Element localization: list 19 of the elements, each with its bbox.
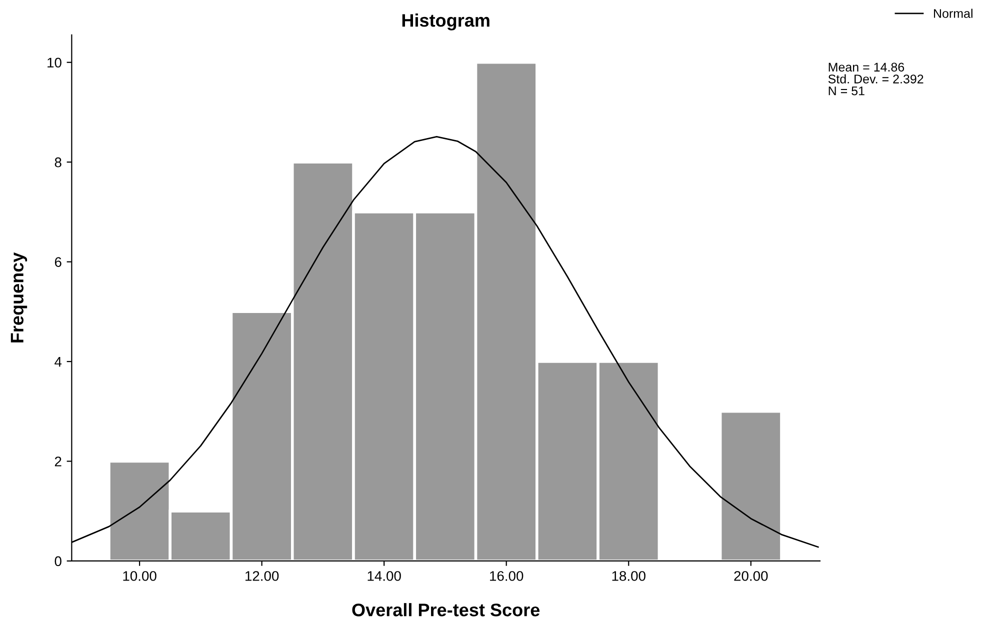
text: Std. Dev. = 2.392	[828, 74, 924, 84]
y-axis-title: Frequency	[10, 252, 28, 342]
y-tick-label: 4	[54, 357, 62, 367]
y-tick-label: 6	[54, 257, 62, 267]
chart-title: Histogram	[402, 14, 490, 30]
x-tick-label: 16.00	[490, 571, 524, 581]
y-tick-label: 2	[54, 456, 62, 466]
text: Mean = 14.86	[828, 62, 904, 72]
x-tick-label: 10.00	[123, 571, 156, 581]
x-tick-label: 18.00	[612, 571, 646, 581]
y-tick-label: 8	[54, 157, 62, 168]
x-axis-title: Overall Pre-test Score	[352, 603, 540, 616]
x-tick-label: 12.00	[245, 571, 279, 581]
x-tick-label: 14.00	[368, 571, 401, 581]
x-tick-label: 20.00	[734, 571, 768, 581]
y-tick-label: 0	[54, 556, 62, 566]
legend-label: Normal	[934, 8, 972, 18]
text: N = 51	[828, 86, 864, 96]
y-tick-label: 10	[48, 58, 62, 68]
